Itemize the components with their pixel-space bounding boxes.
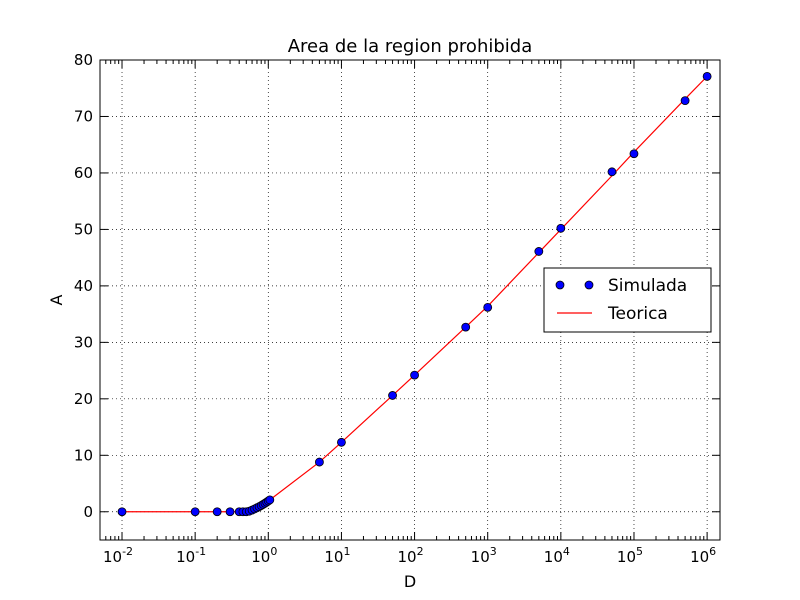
simulated-point [607, 167, 617, 177]
x-tick-label: 102 [398, 545, 424, 566]
simulated-point [702, 71, 712, 81]
y-tick-label: 40 [74, 277, 93, 295]
x-tick-base: 10 [471, 548, 490, 566]
simulated-point [212, 507, 222, 517]
x-tick-exponent: 5 [636, 545, 643, 558]
simulated-point [225, 507, 235, 517]
ticks [99, 59, 720, 540]
simulated-point [117, 507, 127, 517]
simulated-point [629, 149, 639, 159]
x-tick-exponent: 6 [709, 545, 716, 558]
x-tick-exponent: 2 [417, 545, 424, 558]
x-tick-exponent: 0 [270, 545, 277, 558]
x-tick-label: 10-2 [103, 545, 133, 566]
legend-simulated-marker-left [555, 280, 565, 290]
simulated-point [190, 507, 200, 517]
simulated-point [337, 437, 346, 447]
x-axis-label: D [404, 572, 416, 591]
x-tick-base: 10 [544, 548, 563, 566]
chart-title: Area de la region prohibida [288, 36, 533, 57]
y-tick-label: 70 [74, 107, 93, 125]
x-tick-exponent: 4 [563, 545, 570, 558]
x-tick-label: 101 [324, 545, 350, 566]
x-tick-label: 103 [471, 545, 497, 566]
legend-box [543, 267, 712, 333]
x-tick-exponent: 3 [490, 545, 497, 558]
x-tick-exponent: 1 [343, 545, 350, 558]
simulated-series [117, 71, 712, 517]
y-tick-label: 80 [74, 51, 93, 69]
x-tick-base: 10 [398, 548, 417, 566]
y-tick-label: 50 [74, 220, 93, 238]
y-tick-label: 10 [74, 446, 93, 464]
legend-theory-label: Teorica [607, 304, 668, 324]
x-tick-exponent: -1 [195, 545, 206, 558]
y-axis-label: A [47, 294, 66, 305]
y-tick-labels: 0 10 20 30 40 50 60 70 80 [74, 51, 93, 521]
simulated-point [265, 495, 275, 505]
legend-simulated-label: Simulada [608, 276, 687, 296]
x-tick-base: 10 [251, 548, 270, 566]
x-tick-label: 105 [617, 545, 643, 566]
simulated-point [483, 302, 493, 312]
x-tick-base: 10 [324, 548, 343, 566]
x-tick-label: 106 [690, 545, 716, 566]
simulated-point [534, 247, 544, 256]
x-tick-labels: 10-2 10-1 100 101 102 103 104 105 106 [103, 545, 716, 566]
x-tick-base: 10 [690, 548, 709, 566]
x-tick-base: 10 [617, 548, 636, 566]
y-tick-label: 60 [74, 164, 93, 182]
simulated-point [680, 96, 690, 106]
simulated-point [388, 391, 397, 400]
plot-frame [99, 59, 721, 541]
x-tick-label: 100 [251, 545, 277, 566]
y-tick-label: 30 [74, 333, 93, 351]
simulated-point [315, 457, 324, 467]
y-tick-label: 0 [83, 503, 93, 521]
simulated-point [461, 322, 471, 332]
x-tick-label: 10-1 [176, 545, 206, 566]
simulated-point [410, 370, 419, 380]
y-tick-label: 20 [74, 390, 93, 408]
legend: Simulada Teorica [543, 267, 712, 333]
simulated-point [556, 223, 566, 233]
x-tick-base: 10 [176, 548, 195, 566]
x-tick-base: 10 [103, 548, 122, 566]
legend-simulated-marker-right [584, 280, 594, 290]
x-tick-label: 104 [544, 545, 570, 566]
x-tick-exponent: -2 [122, 545, 133, 558]
